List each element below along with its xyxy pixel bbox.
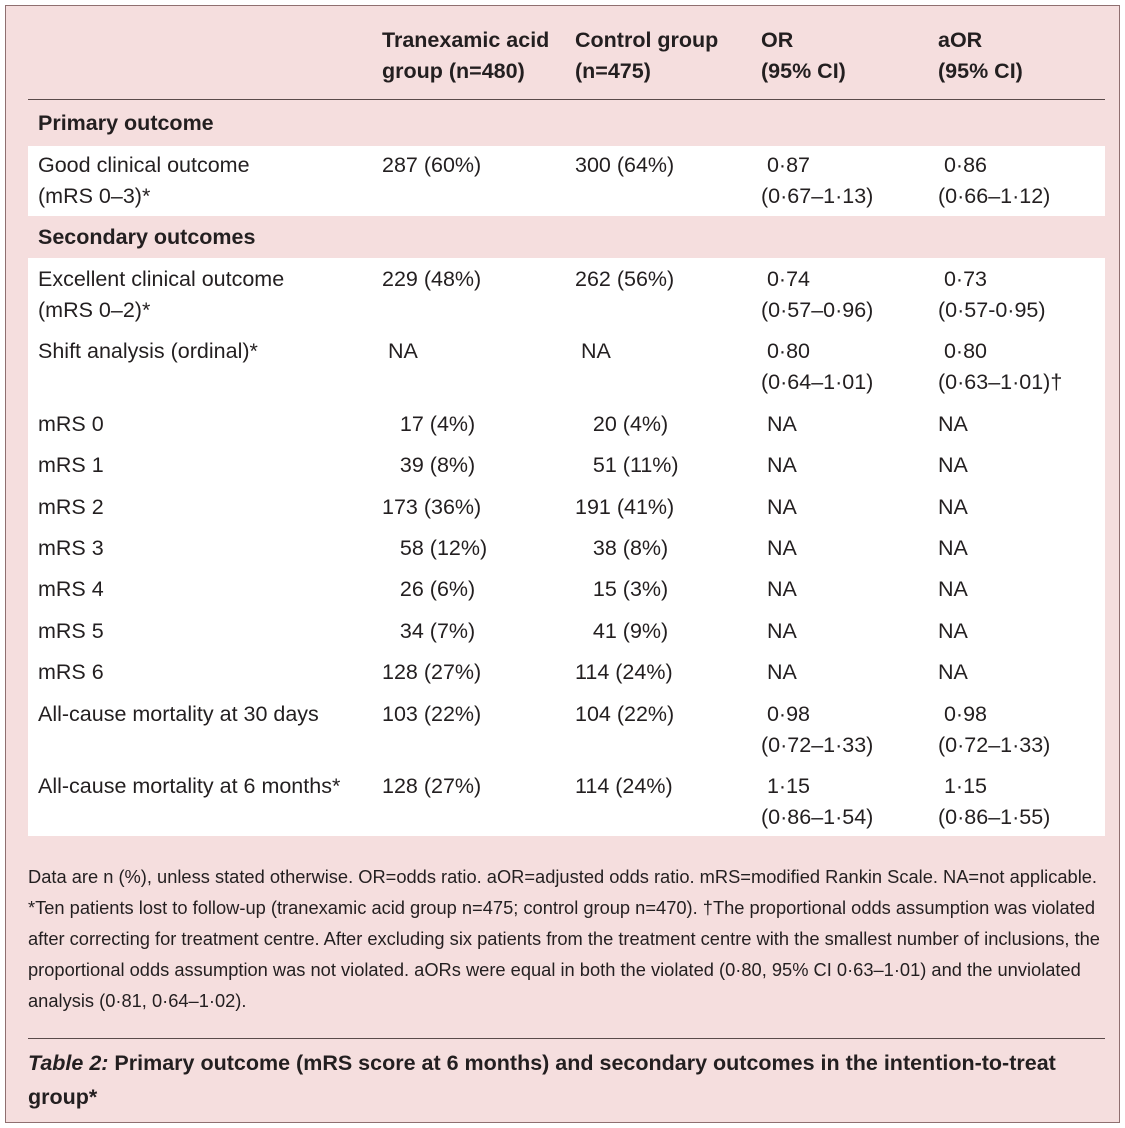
control-value: 262 (56%) <box>575 267 675 291</box>
table-panel: Tranexamic acid group (n=480) Control gr… <box>5 5 1120 1123</box>
control-value: 38 (8%) <box>575 536 669 560</box>
row-label: Excellent clinical outcome (mRS 0–2)* <box>38 267 285 322</box>
tranexamic-value: 17 (4%) <box>382 412 476 436</box>
header-col3-line2: (95% CI) <box>761 59 846 83</box>
aor-value: 0·86 (0·66–1·12) <box>938 153 1051 208</box>
or-value: 0·98 (0·72–1·33) <box>761 702 874 757</box>
or-value: 0·74 (0·57–0·96) <box>761 267 874 322</box>
tranexamic-value: 229 (48%) <box>382 267 482 291</box>
tranexamic-value: 26 (6%) <box>382 577 476 601</box>
or-value: NA <box>761 412 797 436</box>
or-value: NA <box>761 660 797 684</box>
header-aor: aOR (95% CI) <box>938 25 1023 87</box>
row-label: mRS 2 <box>38 495 104 519</box>
control-value: 20 (4%) <box>575 412 669 436</box>
row-label: mRS 4 <box>38 577 104 601</box>
aor-value: NA <box>938 619 968 643</box>
header-col4-line2: (95% CI) <box>938 59 1023 83</box>
header-col2-line1: Control group <box>575 28 719 52</box>
aor-value: NA <box>938 453 968 477</box>
header-col4-line1: aOR <box>938 28 983 52</box>
control-value: NA <box>575 339 611 363</box>
section-title-primary: Primary outcome <box>38 111 214 135</box>
aor-value: NA <box>938 412 968 436</box>
or-value: NA <box>761 453 797 477</box>
row-label: mRS 0 <box>38 412 104 436</box>
header-col3-line1: OR <box>761 28 794 52</box>
primary-band <box>28 146 1105 216</box>
tranexamic-value: 34 (7%) <box>382 619 476 643</box>
aor-value: 0·80 (0·63–1·01)† <box>938 339 1063 394</box>
secondary-band <box>28 258 1105 836</box>
control-value: 15 (3%) <box>575 577 669 601</box>
section-title-secondary: Secondary outcomes <box>38 225 256 249</box>
control-value: 51 (11%) <box>575 453 679 477</box>
aor-value: NA <box>938 660 968 684</box>
row-label: All-cause mortality at 30 days <box>38 702 319 726</box>
header-control-group: Control group (n=475) <box>575 25 718 87</box>
aor-value: NA <box>938 495 968 519</box>
control-value: 114 (24%) <box>575 774 673 798</box>
tranexamic-value: 39 (8%) <box>382 453 476 477</box>
or-value: 0·87 (0·67–1·13) <box>761 153 874 208</box>
table-caption: Table 2: Primary outcome (mRS score at 6… <box>28 1046 1105 1114</box>
row-label: mRS 6 <box>38 660 104 684</box>
row-label: mRS 3 <box>38 536 104 560</box>
control-value: 104 (22%) <box>575 702 675 726</box>
aor-value: NA <box>938 536 968 560</box>
tranexamic-value: 128 (27%) <box>382 774 482 798</box>
row-label: Good clinical outcome (mRS 0–3)* <box>38 153 250 208</box>
control-value: 191 (41%) <box>575 495 675 519</box>
header-col1-line2: group (n=480) <box>382 59 525 83</box>
table-header: Tranexamic acid group (n=480) Control gr… <box>28 6 1105 99</box>
caption-divider <box>28 1038 1105 1039</box>
tranexamic-value: 128 (27%) <box>382 660 482 684</box>
tranexamic-value: NA <box>382 339 418 363</box>
or-value: NA <box>761 536 797 560</box>
or-value: NA <box>761 495 797 519</box>
control-value: 114 (24%) <box>575 660 673 684</box>
row-label: Shift analysis (ordinal)* <box>38 339 258 363</box>
row-label: All-cause mortality at 6 months* <box>38 774 341 798</box>
or-value: 1·15 (0·86–1·54) <box>761 774 874 829</box>
row-label: mRS 5 <box>38 619 104 643</box>
control-value: 41 (9%) <box>575 619 669 643</box>
caption-label: Table 2: <box>28 1051 109 1075</box>
aor-value: 1·15 (0·86–1·55) <box>938 774 1051 829</box>
header-or: OR (95% CI) <box>761 25 846 87</box>
or-value: 0·80 (0·64–1·01) <box>761 339 874 394</box>
header-col2-line2: (n=475) <box>575 59 651 83</box>
table-footnote: Data are n (%), unless stated otherwise.… <box>28 866 1100 1011</box>
aor-value: 0·98 (0·72–1·33) <box>938 702 1051 757</box>
caption-text: Primary outcome (mRS score at 6 months) … <box>28 1051 1056 1109</box>
aor-value: NA <box>938 577 968 601</box>
tranexamic-value: 58 (12%) <box>382 536 488 560</box>
header-tranexamic-acid-group: Tranexamic acid group (n=480) <box>382 25 549 87</box>
tranexamic-value: 103 (22%) <box>382 702 482 726</box>
or-value: NA <box>761 577 797 601</box>
row-label: mRS 1 <box>38 453 104 477</box>
control-value: 300 (64%) <box>575 153 675 177</box>
header-col1-line1: Tranexamic acid <box>382 28 550 52</box>
header-divider <box>28 99 1105 100</box>
tranexamic-value: 287 (60%) <box>382 153 482 177</box>
aor-value: 0·73 (0·57-0·95) <box>938 267 1046 322</box>
tranexamic-value: 173 (36%) <box>382 495 482 519</box>
or-value: NA <box>761 619 797 643</box>
